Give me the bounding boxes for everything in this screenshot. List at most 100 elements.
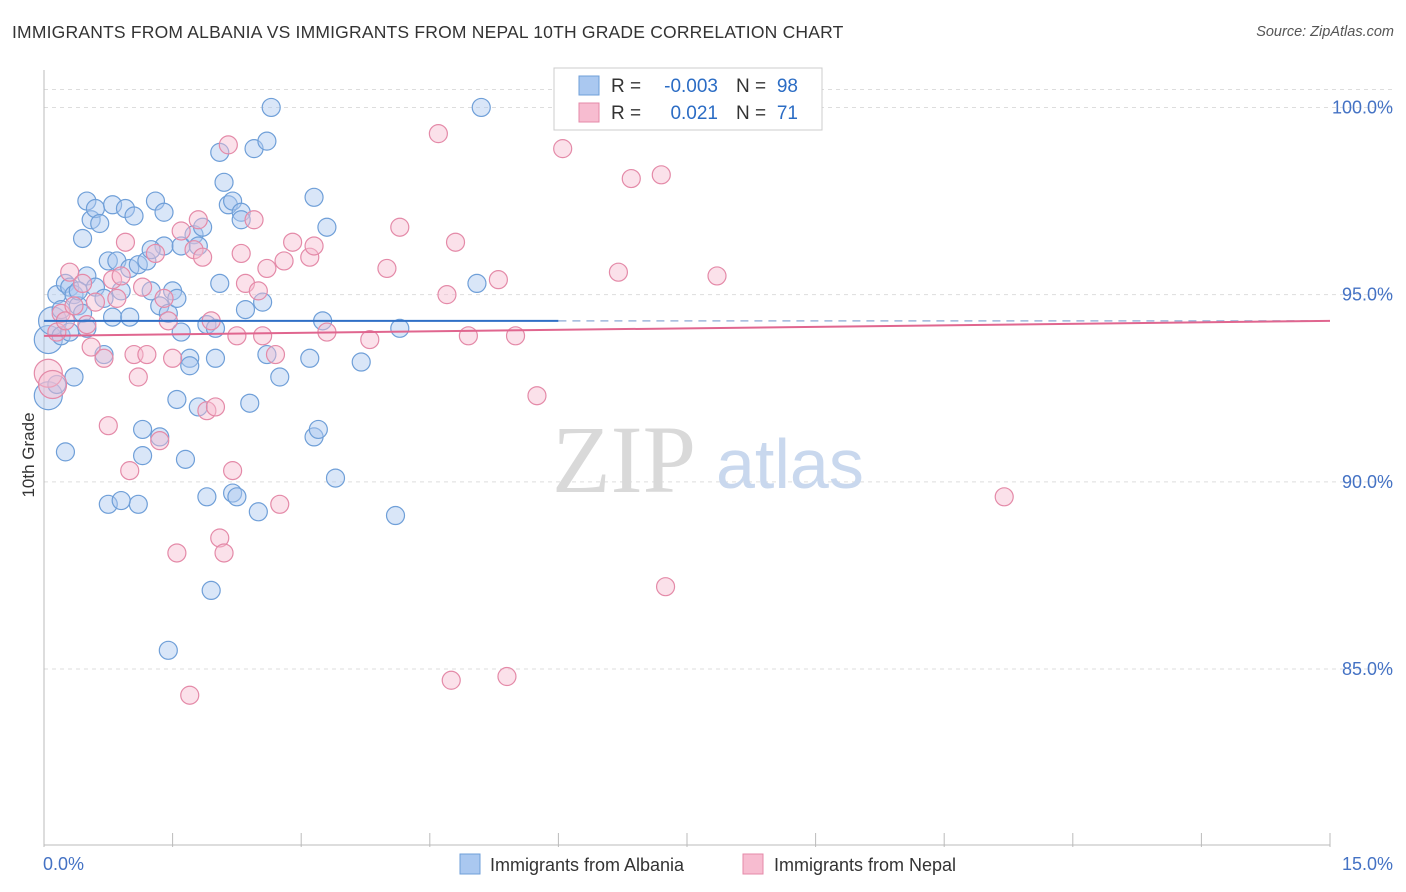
- nepal-point-56: [390, 217, 410, 237]
- nepal-point-65: [527, 386, 547, 406]
- stats-albania-n-value: 98: [777, 76, 798, 97]
- watermark-atlas: atlas: [716, 425, 864, 503]
- nepal-point-26: [163, 348, 183, 368]
- nepal-point-22: [145, 243, 166, 264]
- trend-lines: [43, 319, 1331, 337]
- nepal-point-67: [608, 262, 629, 282]
- albania-point-76: [261, 97, 281, 118]
- legend-nepal-label: Immigrants from Nepal: [774, 855, 956, 875]
- nepal-point-62: [488, 270, 508, 290]
- nepal-point-48: [270, 494, 290, 514]
- nepal-point-41: [231, 243, 251, 264]
- nepal-point-10: [85, 292, 106, 312]
- nepal-point-50: [283, 232, 303, 252]
- x-tick-labels: 0.0% 15.0%: [43, 854, 1393, 874]
- legend: Immigrants from Albania Immigrants from …: [459, 853, 956, 875]
- nepal-point-72: [994, 487, 1014, 507]
- x-tick-label-1: 15.0%: [1342, 854, 1393, 874]
- albania-point-47: [167, 389, 187, 410]
- stats-albania-r-value: -0.003: [664, 76, 718, 97]
- x-tick-label-0: 0.0%: [43, 854, 84, 874]
- albania-point-80: [304, 187, 324, 207]
- nepal-point-36: [210, 528, 230, 548]
- nepal-point-28: [171, 221, 191, 241]
- nepal-point-32: [193, 247, 213, 267]
- albania-point-25: [102, 307, 123, 327]
- stats-nepal-swatch: [578, 102, 600, 123]
- nepal-point-59: [441, 670, 461, 690]
- albania-point-93: [158, 640, 178, 660]
- albania-point-14: [72, 228, 93, 249]
- legend-albania-swatch: [459, 853, 481, 875]
- albania-point-78: [300, 348, 320, 368]
- legend-nepal-swatch: [742, 853, 764, 875]
- albania-point-77: [270, 367, 290, 387]
- nepal-point-24: [154, 288, 174, 308]
- grid-lines: [44, 88, 1395, 670]
- nepal-point-21: [137, 344, 157, 365]
- albania-point-91: [111, 490, 131, 511]
- series-nepal-points: [33, 124, 1014, 705]
- nepal-point-35: [205, 397, 226, 417]
- albania-point-56: [197, 487, 217, 507]
- albania-point-60: [205, 348, 226, 368]
- nepal-point-63: [497, 666, 517, 687]
- albania-point-58: [201, 580, 221, 601]
- albania-point-89: [471, 97, 491, 118]
- nepal-point-19: [128, 367, 148, 387]
- albania-point-87: [390, 318, 410, 338]
- nepal-trend-line: [43, 319, 1331, 337]
- watermark: ZIP atlas: [552, 406, 864, 513]
- y-axis-label: 10th Grade: [19, 412, 38, 497]
- nepal-point-37: [214, 543, 234, 563]
- nepal-point-58: [437, 285, 457, 305]
- y-tick-label-3: 100.0%: [1332, 97, 1393, 117]
- nepal-point-6: [64, 296, 84, 316]
- albania-point-24: [98, 494, 118, 514]
- albania-point-34: [128, 494, 148, 514]
- albania-point-84: [325, 468, 346, 488]
- nepal-point-1: [37, 369, 68, 400]
- y-tick-label-0: 85.0%: [1342, 659, 1393, 679]
- nepal-point-43: [244, 210, 264, 230]
- albania-point-67: [227, 487, 247, 507]
- nepal-point-68: [621, 168, 641, 189]
- albania-point-8: [55, 442, 76, 462]
- nepal-point-29: [180, 685, 200, 705]
- albania-point-21: [90, 213, 110, 234]
- albania-point-44: [158, 303, 178, 323]
- series-albania-points: [33, 97, 491, 660]
- nepal-point-51: [300, 247, 320, 267]
- nepal-point-7: [72, 273, 93, 294]
- albania-point-70: [235, 300, 256, 320]
- albania-point-30: [120, 307, 140, 327]
- nepal-point-44: [248, 281, 268, 301]
- stats-albania-r-label: R =: [611, 76, 641, 97]
- stats-nepal-r-value: 0.021: [670, 103, 718, 124]
- nepal-point-20: [132, 277, 153, 297]
- nepal-point-47: [265, 344, 286, 365]
- albania-point-48: [171, 322, 191, 342]
- chart-source: Source: ZipAtlas.com: [1256, 24, 1394, 40]
- nepal-point-5: [60, 262, 80, 282]
- albania-point-42: [154, 202, 174, 222]
- albania-point-32: [124, 206, 144, 226]
- nepal-point-15: [111, 266, 131, 286]
- nepal-point-49: [274, 251, 294, 271]
- axes: [43, 70, 1331, 847]
- legend-albania-label: Immigrants from Albania: [490, 855, 685, 875]
- nepal-point-71: [707, 266, 727, 286]
- albania-point-51: [180, 348, 200, 368]
- albania-point-35: [132, 419, 153, 440]
- nepal-point-23: [150, 431, 170, 451]
- nepal-point-66: [553, 139, 573, 159]
- nepal-point-31: [188, 210, 208, 230]
- albania-point-63: [214, 172, 234, 192]
- nepal-point-57: [428, 124, 448, 144]
- nepal-point-40: [227, 326, 247, 346]
- nepal-point-61: [458, 326, 478, 346]
- nepal-point-38: [218, 135, 238, 155]
- stats-nepal-r-label: R =: [611, 103, 641, 124]
- albania-point-36: [132, 446, 153, 466]
